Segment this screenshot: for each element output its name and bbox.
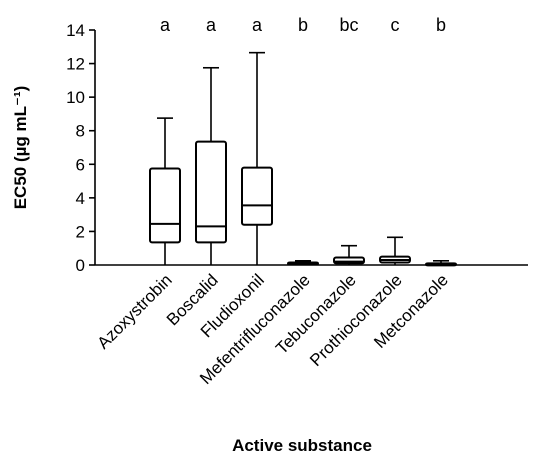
y-tick-label: 0 — [76, 256, 85, 275]
y-tick-label: 4 — [76, 189, 85, 208]
box-prothioconazole — [379, 236, 411, 265]
box-azoxystrobin — [149, 117, 181, 265]
iqr-box — [241, 166, 273, 226]
y-axis-title: EC50 (µg mL⁻¹) — [11, 86, 30, 210]
significance-letter: c — [391, 15, 400, 35]
x-axis-title: Active substance — [232, 436, 372, 455]
significance-letter: b — [436, 15, 446, 35]
y-tick-label: 14 — [66, 21, 85, 40]
y-tick-label: 10 — [66, 88, 85, 107]
significance-letters: a a a b bc c b — [160, 15, 446, 35]
significance-letter: a — [206, 15, 217, 35]
box-series — [149, 51, 457, 267]
y-axis-ticks: 0 2 4 6 8 10 12 14 — [66, 21, 95, 275]
significance-letter: b — [298, 15, 308, 35]
box-fludioxonil — [241, 51, 273, 265]
y-tick-label: 6 — [76, 155, 85, 174]
y-tick-label: 8 — [76, 122, 85, 141]
iqr-box — [195, 140, 227, 244]
x-tick-label: Tebuconazole — [272, 270, 360, 358]
box-metconazole — [425, 260, 457, 267]
x-tick-label: Azoxystrobin — [94, 270, 176, 352]
significance-letter: a — [160, 15, 171, 35]
x-axis-tick-labels: AzoxystrobinBoscalidFludioxonilMefentrif… — [94, 270, 452, 388]
box-boscalid — [195, 66, 227, 265]
box-tebuconazole — [333, 244, 365, 265]
y-tick-label: 2 — [76, 222, 85, 241]
y-tick-label: 12 — [66, 55, 85, 74]
significance-letter: bc — [339, 15, 358, 35]
box-mefentrifluconazole — [287, 260, 319, 266]
iqr-box — [149, 167, 181, 244]
significance-letter: a — [252, 15, 263, 35]
